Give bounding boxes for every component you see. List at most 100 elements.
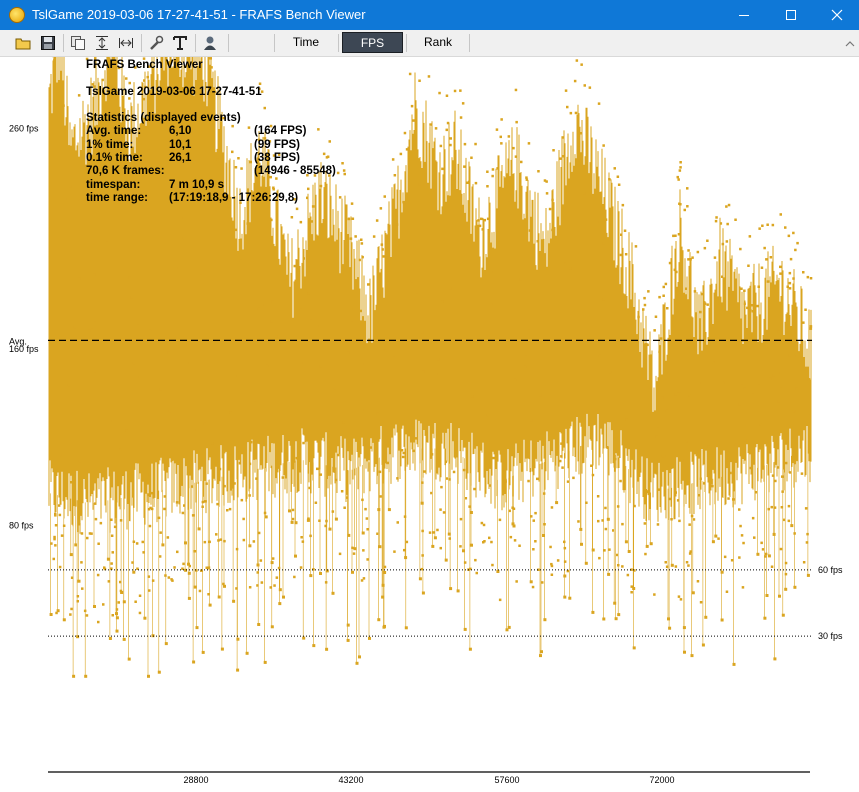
- fps-point: [604, 527, 608, 531]
- fps-point: [566, 480, 570, 483]
- fps-point: [793, 585, 797, 589]
- fps-point: [617, 613, 621, 617]
- fps-point: [76, 635, 80, 639]
- fps-point: [358, 655, 361, 659]
- fps-point: [444, 558, 448, 562]
- fps-point: [377, 618, 381, 622]
- fps-point: [302, 257, 305, 260]
- fps-point: [699, 601, 703, 604]
- fps-point: [166, 536, 170, 539]
- fps-point: [520, 160, 523, 164]
- tab-time[interactable]: Time: [292, 35, 320, 49]
- fps-point: [364, 507, 367, 511]
- fps-point: [795, 387, 799, 390]
- fps-point: [142, 97, 145, 101]
- fps-point: [173, 566, 176, 569]
- fps-point: [263, 304, 267, 307]
- text-button[interactable]: [169, 32, 191, 54]
- fps-point: [77, 579, 81, 583]
- fps-point: [222, 116, 225, 120]
- fps-point: [331, 510, 335, 513]
- fps-point: [764, 552, 768, 556]
- copy-button[interactable]: [67, 32, 89, 54]
- fps-point: [795, 409, 798, 412]
- fps-point: [209, 57, 212, 60]
- fps-point: [630, 591, 633, 594]
- app-name: FRAFS Bench Viewer: [86, 59, 203, 71]
- fps-point: [257, 307, 261, 311]
- fps-point: [498, 598, 502, 602]
- fps-point: [263, 511, 267, 515]
- stat-label: time range:: [86, 192, 148, 204]
- fps-point: [792, 231, 795, 235]
- fit-vertical-button[interactable]: [91, 32, 113, 54]
- fps-point: [267, 341, 271, 344]
- fps-point: [509, 535, 513, 539]
- fps-point: [496, 343, 499, 346]
- fps-point: [486, 185, 489, 188]
- maximize-icon: [786, 10, 796, 20]
- user-button[interactable]: [199, 32, 221, 54]
- fps-point: [323, 205, 327, 209]
- tab-rank[interactable]: Rank: [423, 35, 452, 49]
- fps-point: [613, 437, 617, 441]
- fps-point: [642, 308, 645, 311]
- fps-point: [76, 595, 80, 598]
- fps-point: [272, 154, 276, 157]
- fps-point: [240, 498, 244, 502]
- fps-point: [144, 85, 147, 89]
- fps-point: [445, 128, 448, 132]
- fps-point: [223, 539, 226, 543]
- fit-horizontal-button[interactable]: [115, 32, 137, 54]
- fps-point: [101, 78, 104, 82]
- fps-point: [57, 504, 61, 507]
- save-button[interactable]: [37, 32, 59, 54]
- fps-point: [328, 140, 331, 143]
- fps-point: [308, 486, 311, 490]
- fps-point: [607, 572, 611, 576]
- fps-point: [310, 319, 313, 322]
- maximize-button[interactable]: [768, 0, 814, 30]
- fps-point: [383, 195, 386, 198]
- session-name: TslGame 2019-03-06 17-27-41-51: [86, 86, 262, 98]
- fps-point: [732, 662, 736, 666]
- fps-point: [148, 524, 152, 528]
- fps-point: [727, 203, 731, 207]
- fps-point: [423, 470, 426, 473]
- fps-point: [764, 555, 767, 558]
- fps-point: [159, 531, 162, 534]
- fps-point: [92, 85, 96, 88]
- fps-point: [192, 660, 196, 664]
- fps-point: [530, 515, 533, 518]
- fps-point: [382, 255, 386, 258]
- open-button[interactable]: [12, 32, 34, 54]
- fps-point: [488, 536, 491, 540]
- fps-point: [128, 97, 131, 100]
- fps-point: [166, 440, 169, 444]
- fps-point: [714, 219, 718, 223]
- fps-point: [59, 453, 62, 457]
- tab-fps[interactable]: FPS: [342, 32, 403, 53]
- fps-point: [346, 623, 350, 627]
- fps-point: [574, 111, 578, 115]
- settings-button[interactable]: [145, 32, 167, 54]
- fps-point: [802, 271, 805, 274]
- fps-point: [780, 506, 784, 509]
- fps-point: [777, 330, 781, 333]
- minimize-button[interactable]: [721, 0, 767, 30]
- close-button[interactable]: [814, 0, 859, 30]
- fps-point: [421, 591, 425, 595]
- fps-point: [113, 525, 117, 529]
- toolbar-overflow[interactable]: [841, 30, 859, 56]
- fps-point: [746, 306, 749, 310]
- fps-point: [773, 657, 777, 661]
- fps-point: [608, 548, 611, 551]
- fps-point: [307, 187, 310, 191]
- fps-point: [688, 523, 691, 526]
- fps-point: [347, 217, 351, 221]
- avg-label: Avg.: [9, 336, 27, 346]
- fps-point: [205, 566, 208, 569]
- fps-point: [644, 552, 647, 556]
- fps-point: [125, 429, 128, 432]
